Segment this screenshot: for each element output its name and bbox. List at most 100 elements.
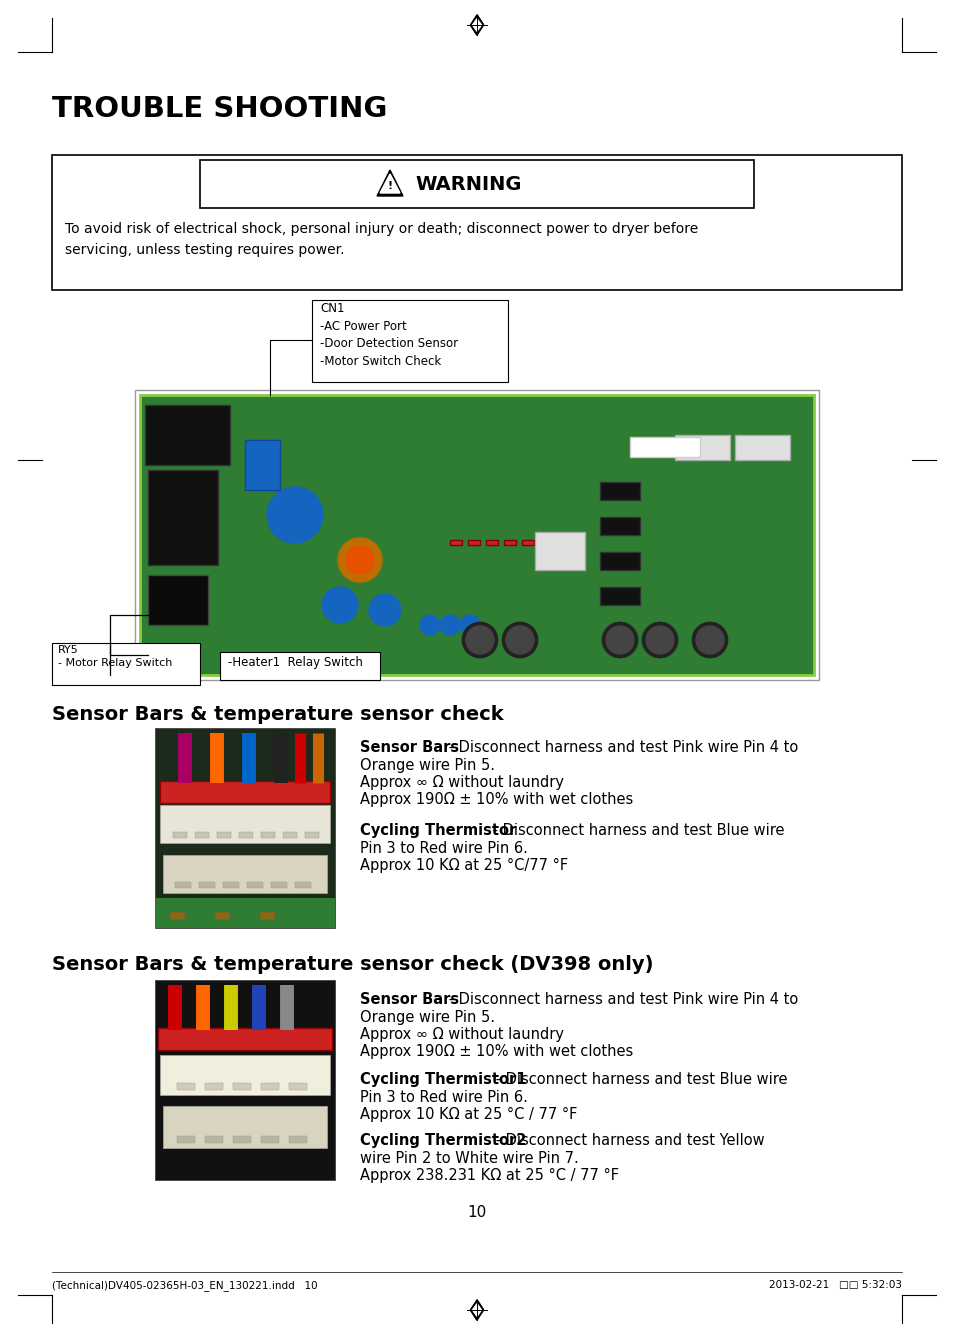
FancyBboxPatch shape bbox=[233, 1136, 251, 1143]
Polygon shape bbox=[476, 1299, 483, 1310]
Text: Cycling Thermistor2: Cycling Thermistor2 bbox=[359, 1133, 526, 1148]
FancyBboxPatch shape bbox=[261, 1136, 278, 1143]
Text: Sensor Bars: Sensor Bars bbox=[359, 992, 458, 1007]
Text: Approx 190Ω ± 10% with wet clothes: Approx 190Ω ± 10% with wet clothes bbox=[359, 1045, 633, 1059]
Polygon shape bbox=[476, 15, 483, 25]
Text: CN1
-AC Power Port
-Door Detection Sensor
-Motor Switch Check: CN1 -AC Power Port -Door Detection Senso… bbox=[319, 302, 457, 367]
FancyBboxPatch shape bbox=[52, 642, 200, 685]
FancyBboxPatch shape bbox=[199, 882, 214, 888]
Text: Cycling Thermistor: Cycling Thermistor bbox=[359, 823, 516, 838]
FancyBboxPatch shape bbox=[177, 1084, 194, 1090]
FancyBboxPatch shape bbox=[160, 780, 330, 803]
FancyBboxPatch shape bbox=[289, 1136, 307, 1143]
Polygon shape bbox=[379, 174, 399, 193]
Circle shape bbox=[601, 622, 638, 658]
Circle shape bbox=[461, 622, 497, 658]
FancyBboxPatch shape bbox=[194, 831, 209, 838]
Circle shape bbox=[605, 626, 634, 654]
Circle shape bbox=[459, 616, 479, 636]
FancyBboxPatch shape bbox=[245, 440, 280, 489]
Text: !: ! bbox=[387, 181, 392, 190]
FancyBboxPatch shape bbox=[52, 156, 901, 290]
FancyBboxPatch shape bbox=[535, 532, 584, 570]
Circle shape bbox=[696, 626, 723, 654]
FancyBboxPatch shape bbox=[521, 540, 534, 544]
FancyBboxPatch shape bbox=[599, 587, 639, 605]
FancyBboxPatch shape bbox=[160, 805, 330, 843]
FancyBboxPatch shape bbox=[145, 405, 230, 465]
Text: Pin 3 to Red wire Pin 6.: Pin 3 to Red wire Pin 6. bbox=[359, 1090, 527, 1105]
FancyBboxPatch shape bbox=[675, 434, 729, 460]
Text: - Disconnect harness and test Yellow: - Disconnect harness and test Yellow bbox=[491, 1133, 763, 1148]
Polygon shape bbox=[470, 15, 483, 35]
FancyBboxPatch shape bbox=[154, 898, 335, 928]
FancyBboxPatch shape bbox=[177, 1136, 194, 1143]
Text: Sensor Bars & temperature sensor check: Sensor Bars & temperature sensor check bbox=[52, 705, 503, 724]
FancyBboxPatch shape bbox=[170, 912, 185, 920]
FancyBboxPatch shape bbox=[148, 575, 208, 625]
Text: 10: 10 bbox=[467, 1206, 486, 1220]
FancyBboxPatch shape bbox=[247, 882, 263, 888]
FancyBboxPatch shape bbox=[158, 1029, 332, 1050]
Polygon shape bbox=[476, 1299, 483, 1310]
Text: Pin 3 to Red wire Pin 6.: Pin 3 to Red wire Pin 6. bbox=[359, 841, 527, 856]
Polygon shape bbox=[472, 19, 481, 31]
Circle shape bbox=[501, 622, 537, 658]
FancyBboxPatch shape bbox=[154, 728, 335, 928]
FancyBboxPatch shape bbox=[205, 1136, 223, 1143]
Circle shape bbox=[641, 622, 678, 658]
Circle shape bbox=[439, 616, 459, 636]
FancyBboxPatch shape bbox=[154, 980, 335, 1180]
Text: wire Pin 2 to White wire Pin 7.: wire Pin 2 to White wire Pin 7. bbox=[359, 1151, 578, 1167]
Text: Approx ∞ Ω without laundry: Approx ∞ Ω without laundry bbox=[359, 775, 563, 790]
FancyBboxPatch shape bbox=[289, 1084, 307, 1090]
Circle shape bbox=[419, 616, 439, 636]
FancyBboxPatch shape bbox=[233, 1084, 251, 1090]
FancyBboxPatch shape bbox=[205, 1084, 223, 1090]
Text: Orange wire Pin 5.: Orange wire Pin 5. bbox=[359, 1010, 495, 1025]
Text: Approx ∞ Ω without laundry: Approx ∞ Ω without laundry bbox=[359, 1027, 563, 1042]
FancyBboxPatch shape bbox=[261, 1084, 278, 1090]
Circle shape bbox=[267, 487, 323, 543]
Text: - Disconnect harness and test Blue wire: - Disconnect harness and test Blue wire bbox=[491, 1071, 786, 1088]
FancyBboxPatch shape bbox=[283, 831, 296, 838]
Polygon shape bbox=[476, 15, 483, 25]
FancyBboxPatch shape bbox=[485, 540, 497, 544]
FancyBboxPatch shape bbox=[239, 831, 253, 838]
Text: Sensor Bars & temperature sensor check (DV398 only): Sensor Bars & temperature sensor check (… bbox=[52, 955, 653, 974]
Text: Approx 10 KΩ at 25 °C/77 °F: Approx 10 KΩ at 25 °C/77 °F bbox=[359, 858, 568, 873]
FancyBboxPatch shape bbox=[160, 1055, 330, 1096]
Circle shape bbox=[645, 626, 673, 654]
Text: - Disconnect harness and test Pink wire Pin 4 to: - Disconnect harness and test Pink wire … bbox=[443, 992, 798, 1007]
Text: Cycling Thermistor1: Cycling Thermistor1 bbox=[359, 1071, 526, 1088]
Circle shape bbox=[691, 622, 727, 658]
Polygon shape bbox=[470, 1299, 483, 1320]
Polygon shape bbox=[376, 170, 402, 196]
FancyBboxPatch shape bbox=[148, 469, 218, 565]
FancyBboxPatch shape bbox=[599, 552, 639, 570]
FancyBboxPatch shape bbox=[140, 396, 813, 675]
Circle shape bbox=[337, 538, 381, 582]
FancyBboxPatch shape bbox=[450, 540, 461, 544]
Polygon shape bbox=[470, 25, 476, 35]
Text: -Heater1  Relay Switch: -Heater1 Relay Switch bbox=[228, 656, 362, 669]
FancyBboxPatch shape bbox=[271, 882, 287, 888]
FancyBboxPatch shape bbox=[539, 540, 552, 544]
FancyBboxPatch shape bbox=[599, 481, 639, 500]
FancyBboxPatch shape bbox=[216, 831, 231, 838]
FancyBboxPatch shape bbox=[163, 856, 327, 893]
Circle shape bbox=[505, 626, 534, 654]
FancyBboxPatch shape bbox=[260, 912, 274, 920]
Text: Approx 10 KΩ at 25 °C / 77 °F: Approx 10 KΩ at 25 °C / 77 °F bbox=[359, 1108, 577, 1122]
FancyBboxPatch shape bbox=[599, 518, 639, 535]
FancyBboxPatch shape bbox=[503, 540, 516, 544]
FancyBboxPatch shape bbox=[312, 300, 507, 382]
Text: RY5
- Motor Relay Switch: RY5 - Motor Relay Switch bbox=[58, 645, 172, 668]
Text: To avoid risk of electrical shock, personal injury or death; disconnect power to: To avoid risk of electrical shock, perso… bbox=[65, 223, 698, 256]
FancyBboxPatch shape bbox=[468, 540, 479, 544]
FancyBboxPatch shape bbox=[294, 882, 311, 888]
Circle shape bbox=[346, 546, 374, 574]
Text: WARNING: WARNING bbox=[415, 174, 521, 193]
FancyBboxPatch shape bbox=[223, 882, 239, 888]
Text: Sensor Bars: Sensor Bars bbox=[359, 740, 458, 755]
